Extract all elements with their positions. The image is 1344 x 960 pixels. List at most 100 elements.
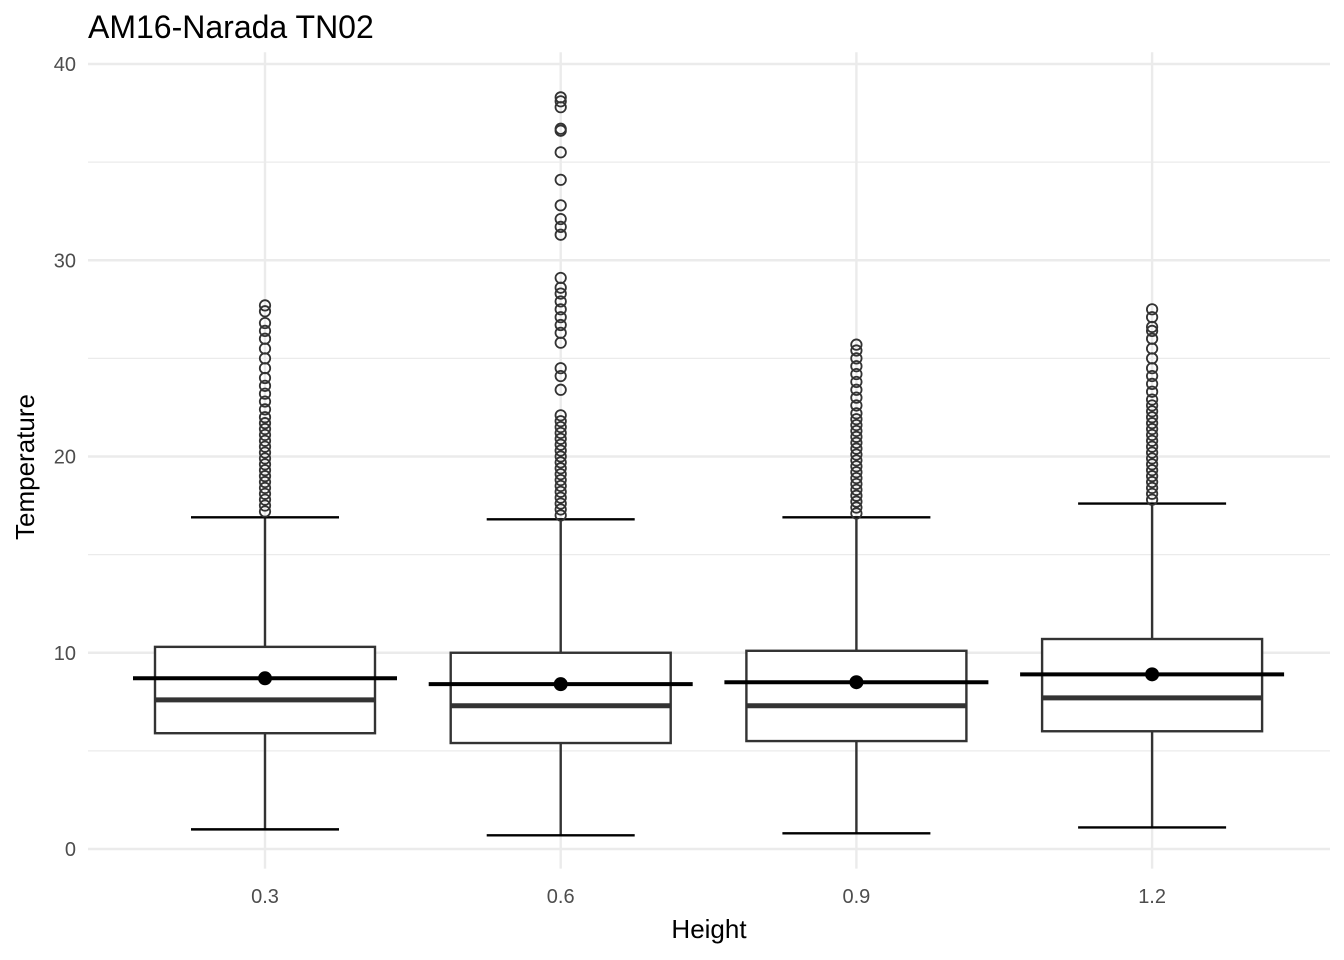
outlier-point [1146,487,1159,500]
outlier-point [850,507,863,520]
grid-layer [88,52,1330,869]
outlier-point [258,417,272,430]
outlier-point [554,438,567,451]
outlier-point [258,452,272,465]
outlier-point [554,509,567,522]
y-tick-label: 10 [54,643,76,665]
x-tick-label: 0.3 [251,886,279,908]
mean-point [258,671,272,686]
outlier-point [554,303,567,316]
outlier-point [850,352,863,365]
iqr-box [153,645,377,735]
outlier-point [258,446,272,459]
outlier-point [554,91,567,104]
outlier-point [850,477,863,491]
y-tick-label: 20 [54,447,76,469]
outlier-point [258,458,272,471]
text-layer: AM16-Narada TN02 Height Temperature 0 10 2… [10,9,1166,944]
outlier-point [850,399,863,412]
outlier-point [554,491,567,504]
outlier-point [850,495,863,508]
outlier-point [850,383,863,396]
outlier-point [850,436,863,449]
outlier-point [1146,428,1159,442]
outlier-point [554,432,567,445]
outlier-point [554,468,567,481]
outlier-point [850,413,863,426]
outlier-point [554,409,567,422]
outlier-point [554,220,567,233]
y-axis-title: Temperature [10,394,40,540]
outlier-point [554,311,567,324]
outlier-point [1146,399,1159,412]
x-tick-label: 1.2 [1138,886,1166,908]
outlier-point [258,440,272,453]
outlier-point [850,367,863,381]
outlier-point [258,299,272,312]
outlier-point [554,444,567,457]
outlier-point [1146,440,1159,453]
y-tick-label: 30 [54,250,76,272]
outlier-point [850,460,863,473]
outlier-point [554,473,567,487]
outlier-point [850,344,863,357]
outlier-point [554,318,567,332]
outlier-point [1146,411,1159,424]
outlier-point [554,456,567,469]
x-axis-title: Height [671,914,747,944]
outlier-point [258,387,272,400]
outlier-point [258,470,272,483]
outlier-point [1146,464,1159,477]
outlier-point [554,228,567,241]
iqr-box [745,649,968,743]
outlier-point [554,199,567,212]
outlier-point [554,212,567,226]
outlier-point [554,497,567,510]
outlier-point [1146,324,1159,337]
outlier-point [1146,303,1159,316]
outlier-point [1146,377,1159,390]
outlier-point [554,173,567,186]
outlier-point [258,324,272,337]
outlier-point [554,450,567,463]
outlier-point [554,503,567,516]
outlier-point [1146,332,1159,345]
outlier-point [258,316,272,330]
outlier-point [258,428,272,442]
outlier-point [554,271,567,285]
outlier-point [554,287,567,300]
outlier-point [1146,385,1159,398]
outlier-point [850,424,863,438]
iqr-box [449,651,672,745]
outlier-point [258,305,272,318]
outlier-point [258,332,272,345]
outlier-point [258,481,272,494]
outlier-point [1146,470,1159,483]
outlier-point [1146,475,1159,489]
y-tick-label: 0 [65,839,76,861]
outlier-point [1146,446,1159,459]
outlier-point [1146,481,1159,494]
outlier-point [1146,434,1159,447]
outlier-point [554,362,567,375]
outlier-point [1146,422,1159,436]
outlier-point [258,475,272,489]
outlier-point [258,464,272,477]
outlier-point [1146,369,1159,383]
outlier-point [258,395,272,408]
y-tick-label: 40 [54,54,76,76]
mean-point [849,675,864,690]
outlier-point [258,434,272,447]
outlier-point [554,485,567,498]
x-tick-label: 0.6 [547,886,575,908]
outlier-point [850,471,863,485]
outlier-point [258,379,272,392]
outlier-point [258,493,272,506]
outlier-point [554,420,567,434]
outlier-point [850,489,863,502]
chart-title: AM16-Narada TN02 [88,9,374,45]
outlier-point [850,442,863,455]
outlier-point [850,375,863,389]
